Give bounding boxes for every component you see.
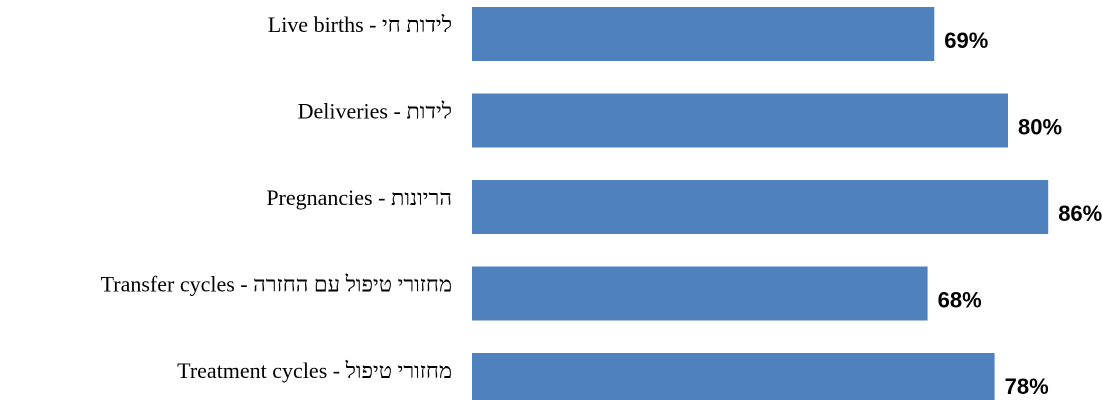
- category-label-3: Transfer cycles - מחזורי טיפול עם החזרה: [101, 272, 452, 297]
- value-label-3: 68%: [938, 287, 982, 312]
- category-label-0: Live births - לידות חי: [268, 12, 452, 37]
- bar-4: [472, 353, 995, 400]
- bar-2: [472, 180, 1049, 234]
- value-label-0: 69%: [944, 28, 988, 53]
- value-label-2: 86%: [1058, 201, 1102, 226]
- value-labels-group: 69% 80% 86% 68% 78%: [938, 28, 1102, 399]
- category-labels-group: Live births - לידות חי Deliveries - לידות…: [101, 12, 452, 383]
- category-label-2: Pregnancies - הריונות: [266, 185, 452, 210]
- category-label-4: Treatment cycles - מחזורי טיפול: [177, 358, 452, 383]
- value-label-4: 78%: [1005, 374, 1049, 399]
- bar-3: [472, 266, 928, 321]
- value-label-1: 80%: [1018, 114, 1062, 139]
- category-label-1: Deliveries - לידות: [298, 99, 452, 124]
- bars-group: [472, 7, 1049, 400]
- bar-0: [472, 7, 935, 61]
- bar-1: [472, 93, 1008, 148]
